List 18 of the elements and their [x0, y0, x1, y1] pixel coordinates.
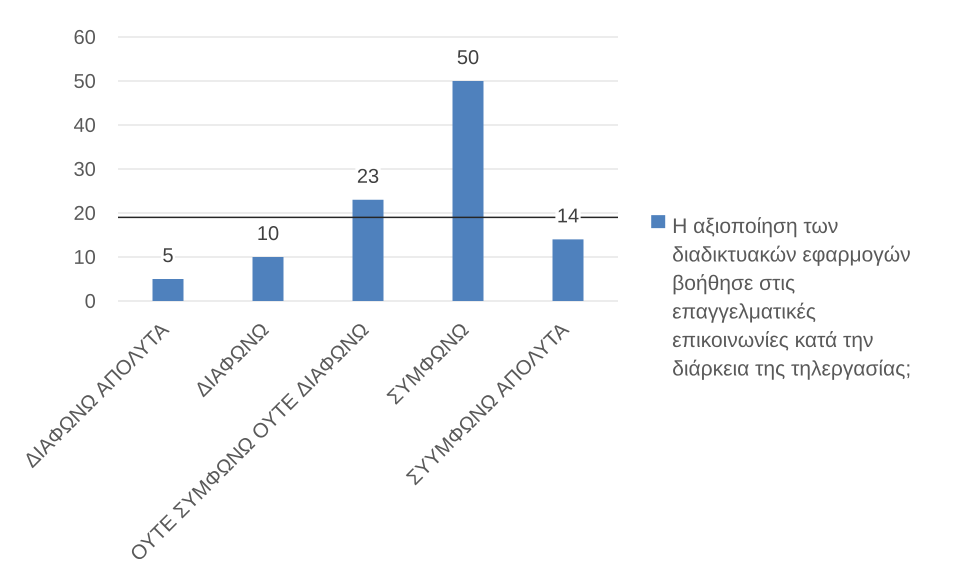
bar: [252, 257, 284, 301]
bar: [152, 279, 184, 301]
legend-label: Η αξιοποίηση των διαδικτυακών εφαρμογών βοήθησε στις επαγγελματικές επικοινωνίες κατά την διάρκεια της τηλεργασίας;: [672, 217, 910, 380]
y-tick-label: 40: [74, 118, 96, 132]
y-tick-label: 30: [74, 162, 96, 176]
y-tick-label: 60: [74, 30, 96, 44]
y-tick-label: 20: [74, 206, 96, 220]
y-tick-label: 10: [75, 250, 96, 264]
data-label: 50: [458, 50, 478, 64]
data-label: 10: [258, 226, 278, 240]
bar: [352, 200, 384, 301]
bar: [452, 81, 484, 301]
bar: [552, 239, 584, 301]
data-label: 5: [163, 248, 173, 262]
y-tick-label: 50: [74, 74, 96, 88]
data-label: 23: [358, 168, 378, 184]
data-label: 14: [558, 208, 579, 222]
y-tick-label: 0: [85, 294, 96, 308]
